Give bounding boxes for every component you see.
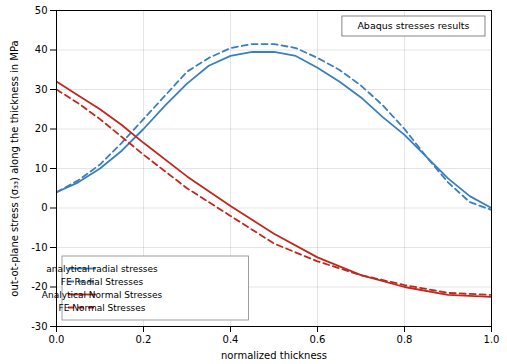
svg-text:Analytical Normal Stresses: Analytical Normal Stresses <box>42 290 163 300</box>
svg-text:FE Radial Stresses: FE Radial Stresses <box>61 277 144 287</box>
svg-text:50: 50 <box>35 5 48 16</box>
svg-text:-20: -20 <box>31 281 48 293</box>
svg-text:1.0: 1.0 <box>484 334 500 345</box>
svg-text:0: 0 <box>41 202 47 213</box>
svg-text:-30: -30 <box>31 321 47 332</box>
svg-text:10: 10 <box>35 163 48 174</box>
svg-text:0.8: 0.8 <box>397 334 413 345</box>
svg-text:40: 40 <box>35 44 48 55</box>
svg-text:0.6: 0.6 <box>310 334 326 345</box>
svg-text:-10: -10 <box>31 242 47 253</box>
svg-text:0.2: 0.2 <box>136 334 152 345</box>
svg-text:Abaqus stresses results: Abaqus stresses results <box>357 20 469 31</box>
svg-text:analytical radial stresses: analytical radial stresses <box>46 264 158 274</box>
svg-text:0.0: 0.0 <box>49 334 65 345</box>
svg-text:normalized thickness: normalized thickness <box>221 350 327 361</box>
svg-text:20: 20 <box>35 123 48 134</box>
svg-text:0.4: 0.4 <box>223 334 239 345</box>
svg-text:30: 30 <box>35 84 48 95</box>
svg-text:out-ot-plane stress (σ₃₃) alon: out-ot-plane stress (σ₃₃) along the thic… <box>9 40 20 296</box>
svg-text:FE Normal Stresses: FE Normal Stresses <box>58 303 145 313</box>
